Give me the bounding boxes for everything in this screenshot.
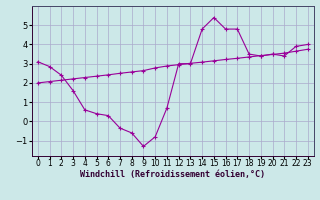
X-axis label: Windchill (Refroidissement éolien,°C): Windchill (Refroidissement éolien,°C) — [80, 170, 265, 179]
